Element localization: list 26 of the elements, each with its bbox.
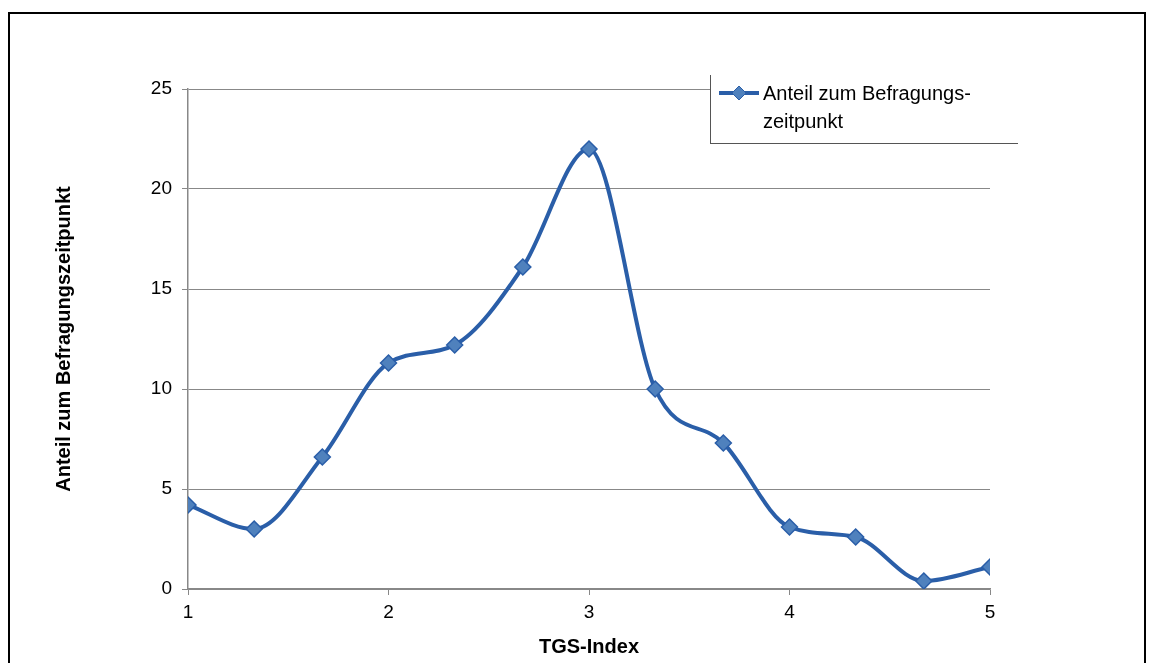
- y-tick-label: 25: [150, 77, 172, 99]
- point: [379, 354, 398, 372]
- x-tick-label: 3: [583, 600, 595, 622]
- legend-box: Anteil zum Befragungs-zeitpunkt: [710, 75, 1018, 144]
- point: [245, 520, 263, 538]
- point: [846, 528, 865, 546]
- legend-label: Anteil zum Befragungs-zeitpunkt: [763, 81, 972, 134]
- y-tick-label: 0: [161, 577, 172, 599]
- x-axis-title: TGS-Index: [538, 634, 640, 657]
- x-tick-label: 5: [984, 600, 996, 622]
- point: [714, 434, 733, 452]
- point: [780, 518, 799, 536]
- x-tick-label: 4: [784, 600, 796, 622]
- x-tick-label: 2: [383, 600, 394, 622]
- point: [915, 572, 933, 589]
- point: [646, 380, 664, 398]
- y-tick-label: 10: [150, 377, 172, 399]
- point: [313, 448, 332, 466]
- y-axis-title: Anteil zum Befragungszeitpunkt: [51, 185, 74, 492]
- x-tick-label: 1: [182, 600, 194, 622]
- point: [445, 336, 464, 354]
- point: [580, 140, 598, 158]
- y-tick-label: 5: [161, 477, 172, 499]
- y-tick-label: 20: [150, 177, 172, 199]
- y-tick-label: 15: [150, 277, 172, 299]
- point: [514, 258, 532, 276]
